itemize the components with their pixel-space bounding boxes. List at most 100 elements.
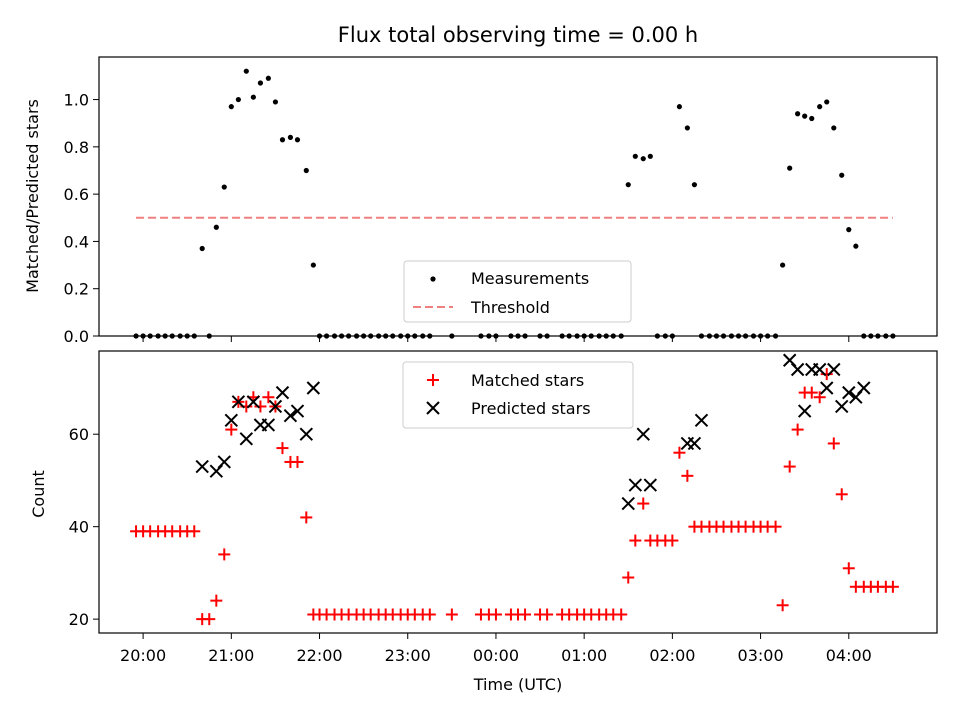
matched-star-point (769, 520, 782, 533)
matched-star-point (791, 423, 804, 436)
x-axis-label: Time (UTC) (473, 675, 562, 694)
measurement-point (824, 99, 830, 105)
matched-star-point (445, 608, 458, 621)
top-y-tick-label: 0.0 (64, 327, 89, 346)
matched-star-point (188, 525, 201, 538)
matched-star-point (622, 571, 635, 584)
top-x-ticks (142, 336, 850, 342)
predicted-star-point (857, 381, 871, 395)
top-legend-box (403, 260, 632, 323)
predicted-star-point (224, 413, 239, 428)
matched-star-point (886, 580, 899, 593)
matched-star-point (813, 391, 826, 404)
legend-predicted-marker (426, 401, 440, 415)
matched-star-point (637, 497, 650, 510)
bottom-axes-frame (98, 350, 938, 634)
bottom-y-tick-label: 40 (69, 518, 89, 537)
legend-threshold-label: Threshold (470, 298, 550, 317)
predicted-star-point (283, 409, 298, 423)
legend-matched-marker (427, 374, 439, 386)
x-tick-label: 01:00 (561, 646, 607, 665)
predicted-star-point (231, 395, 246, 409)
measurement-point (780, 262, 786, 268)
predicted-star-point (812, 362, 827, 377)
predicted-star-point (790, 362, 805, 377)
matched-star-point (254, 400, 267, 413)
measurement-point (831, 125, 837, 131)
measurement-point (846, 227, 852, 233)
matched-star-point (203, 613, 216, 626)
legend-measurements-marker (430, 276, 436, 282)
matched-star-point (489, 608, 502, 621)
measurement-point (235, 96, 241, 103)
measurement-point (640, 156, 646, 162)
measurement-point (691, 182, 698, 188)
predicted-star-point (636, 427, 650, 441)
predicted-star-point (239, 432, 254, 446)
top-panel: 0.0 0.2 0.4 0.6 0.8 1.0 Matched/Predicted sta… (23, 56, 938, 346)
measurement-point (632, 153, 638, 159)
measurement-point (287, 134, 294, 140)
predicted-star-point (687, 436, 702, 451)
matched-star-point (225, 423, 238, 436)
predicted-star-point (842, 385, 856, 400)
measurement-point (213, 224, 219, 230)
measurement-point (272, 99, 279, 105)
measurement-point (795, 111, 801, 117)
legend-predicted-label: Predicted stars (471, 399, 591, 418)
top-y-tick-label: 0.2 (64, 280, 89, 299)
predicted-star-point (797, 404, 812, 418)
matched-star-point (835, 488, 848, 501)
top-axes-frame (98, 56, 938, 337)
matched-star-point (423, 608, 436, 621)
x-tick-label: 03:00 (738, 646, 784, 665)
x-tick-label: 22:00 (296, 646, 342, 665)
matched-star-point (541, 608, 554, 621)
measurement-point (221, 184, 227, 190)
measurement-point (294, 137, 301, 143)
measurement-point (684, 125, 690, 131)
predicted-star-point (820, 381, 834, 395)
matched-star-point (673, 446, 686, 459)
measurement-point (817, 104, 823, 110)
predicted-star-point (306, 381, 321, 395)
bottom-legend: Matched stars Predicted stars (402, 361, 634, 429)
predicted-star-point (628, 478, 643, 492)
x-tick-label: 04:00 (826, 646, 872, 665)
matched-star-point (300, 511, 313, 524)
measurement-point (787, 165, 793, 171)
measurement-point (310, 262, 316, 268)
matched-star-point (666, 534, 679, 547)
top-y-axis-label: Matched/Predicted stars (23, 99, 42, 293)
predicted-star-point (835, 399, 849, 414)
predicted-star-point (290, 404, 305, 418)
matched-star-point (776, 599, 789, 612)
predicted-star-point (275, 385, 290, 400)
predicted-star-point (217, 455, 231, 469)
matched-star-point (519, 608, 532, 621)
top-y-tick-label: 0.6 (64, 185, 89, 204)
matched-star-point (218, 548, 231, 561)
predicted-star-point (195, 459, 209, 474)
measurement-point (243, 68, 249, 74)
x-tick-label: 20:00 (120, 646, 166, 665)
legend-matched-label: Matched stars (471, 371, 584, 390)
bottom-y-axis-label: Count (29, 470, 48, 518)
top-y-tick-label: 1.0 (64, 91, 89, 110)
measurement-point (199, 245, 205, 252)
predicted-star-point (268, 399, 283, 414)
measurement-point (625, 182, 631, 188)
bottom-y-tick-label: 20 (69, 610, 89, 629)
top-y-tick-label: 0.4 (64, 232, 89, 251)
legend-measurements-label: Measurements (471, 269, 589, 288)
measurement-point (853, 243, 859, 249)
predicted-star-point (299, 427, 314, 441)
matched-star-point (681, 469, 694, 482)
bottom-y-tick-label: 60 (69, 425, 89, 444)
matched-star-point (820, 368, 833, 381)
predicted-star-point (643, 478, 658, 492)
bottom-x-ticks: 20:00 21:00 22:00 23:00 00:00 01:00 02:00 03:00… (120, 633, 872, 665)
predicted-star-point (621, 496, 635, 511)
matched-star-point (827, 437, 840, 450)
